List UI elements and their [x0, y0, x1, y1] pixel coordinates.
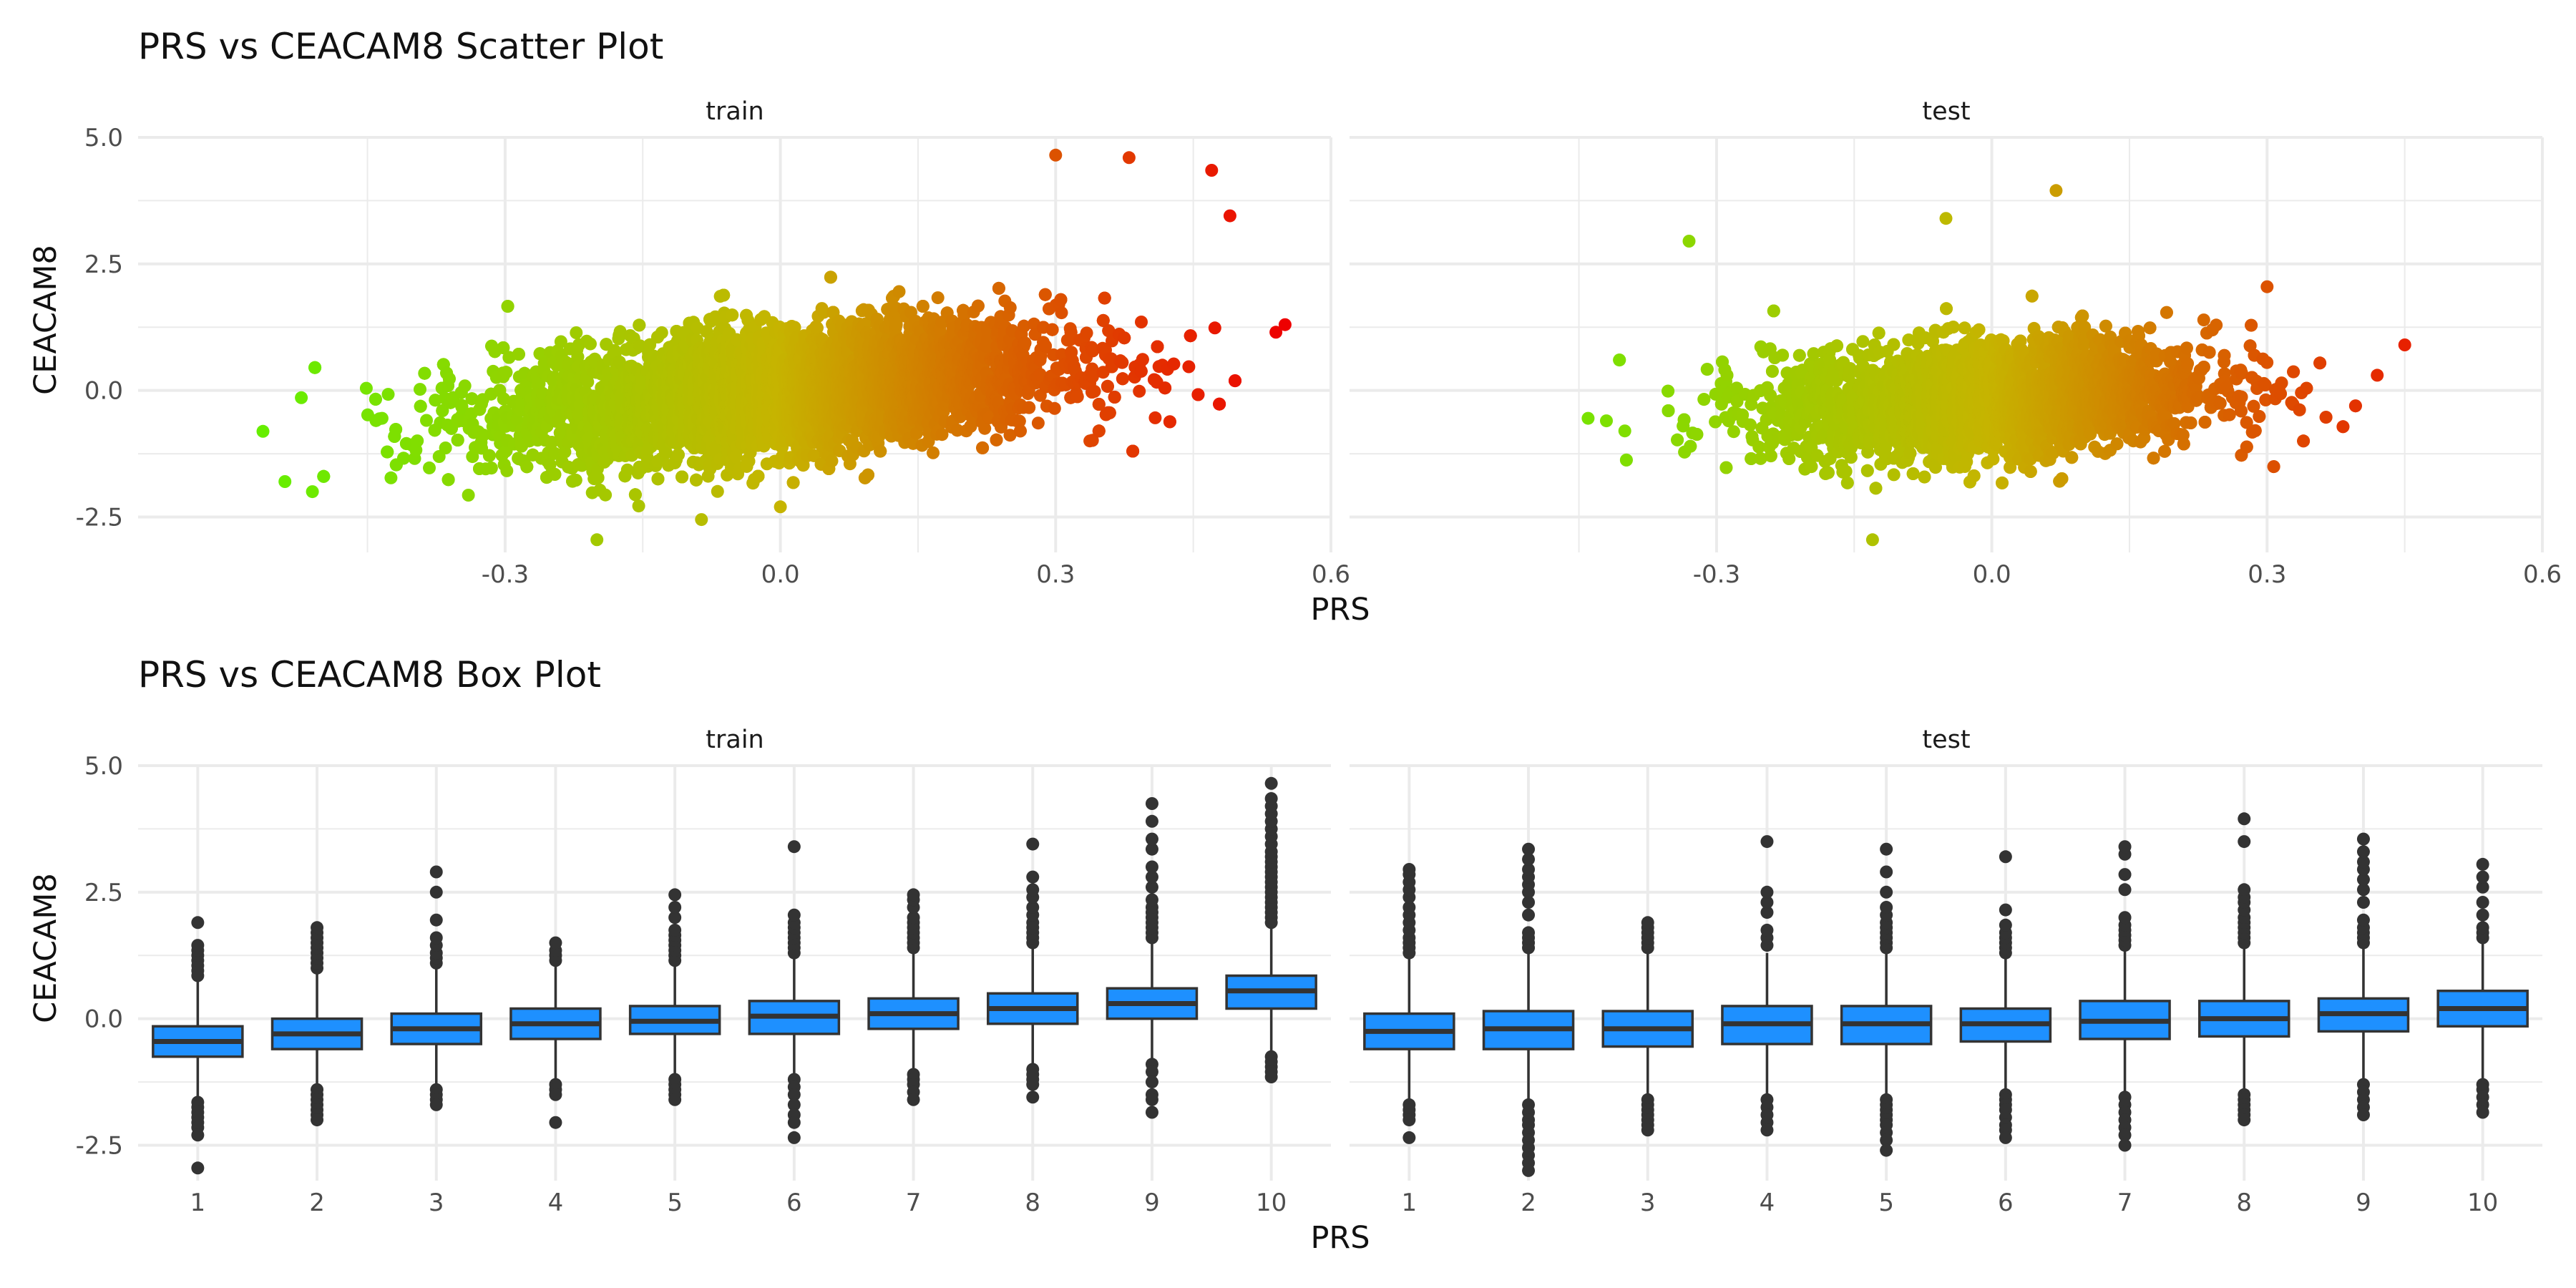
scatter-points: [256, 148, 1292, 547]
box-strip-train: train: [706, 726, 763, 754]
scatter-point: [584, 337, 597, 351]
scatter-point: [411, 434, 424, 448]
scatter-point: [632, 499, 645, 513]
scatter-point: [436, 404, 449, 417]
scatter-x-axis-title: PRS: [1310, 592, 1370, 628]
box-title: PRS vs CEACAM8 Box Plot: [138, 654, 601, 696]
scatter-strip-test: test: [1922, 97, 1970, 126]
scatter-point: [369, 392, 382, 406]
scatter-point: [533, 347, 547, 361]
x-tick-label: 0.6: [1312, 560, 1350, 589]
scatter-point: [295, 391, 308, 404]
scatter-point: [462, 489, 475, 502]
scatter-point: [381, 388, 395, 401]
scatter-point: [548, 467, 562, 481]
scatter-point: [774, 500, 787, 514]
scatter-point: [726, 308, 739, 322]
x-tick-label: 0.3: [1036, 560, 1075, 589]
scatter-point: [571, 350, 585, 364]
scatter-point: [570, 326, 583, 339]
scatter-point: [441, 473, 455, 487]
scatter-point: [306, 485, 319, 499]
scatter-point: [482, 449, 496, 462]
scatter-point: [591, 471, 605, 484]
scatter-point: [442, 372, 456, 386]
plots-layer: -0.3 0.0 0.3 0.6 -0.3 0.0 0.3 0.65.02.50.0-2.51…: [76, 124, 2562, 1217]
scatter-point: [548, 447, 562, 460]
scatter-point: [317, 469, 331, 483]
scatter-point: [628, 488, 642, 502]
scatter-point: [620, 463, 634, 477]
scatter-point: [554, 335, 567, 348]
scatter-point: [477, 429, 490, 441]
scatter-point: [613, 325, 627, 338]
scatter-point: [381, 445, 394, 459]
scatter-point: [375, 411, 389, 425]
scatter-point: [423, 461, 436, 474]
scatter-point: [751, 469, 765, 483]
box-y-axis-title: CEACAM8: [28, 873, 64, 1023]
scatter-point: [599, 488, 613, 502]
scatter-point: [308, 361, 322, 374]
scatter-point: [512, 348, 525, 361]
x-tick-label: -0.3: [482, 560, 529, 589]
box-x-axis-title: PRS: [1310, 1220, 1370, 1256]
scatter-point: [499, 366, 513, 379]
scatter-point: [590, 533, 604, 547]
scatter-point: [690, 473, 703, 487]
scatter-point: [633, 318, 646, 332]
scatter-point: [429, 394, 442, 407]
scatter-point: [581, 375, 595, 389]
scatter-point: [651, 472, 665, 486]
x-tick-label: 0.0: [761, 560, 800, 589]
scatter-point: [675, 470, 689, 484]
scatter-point: [455, 400, 469, 414]
scatter-point: [384, 471, 398, 484]
scatter-point: [655, 326, 668, 339]
scatter-title: PRS vs CEACAM8 Scatter Plot: [138, 26, 663, 67]
scatter-point: [397, 452, 410, 465]
scatter-point: [558, 445, 572, 459]
scatter-point: [501, 300, 514, 313]
scatter-point: [569, 474, 582, 487]
scatter-point: [520, 460, 534, 474]
scatter-point: [497, 341, 510, 354]
scatter-strip-train: train: [706, 97, 763, 126]
scatter-point: [389, 423, 403, 436]
scatter-point: [500, 464, 514, 477]
box-strip-test: test: [1922, 726, 1970, 754]
scatter-point: [458, 379, 472, 393]
scatter-point: [465, 392, 479, 406]
scatter-point: [439, 441, 452, 454]
scatter-point: [420, 414, 433, 427]
scatter-point: [786, 476, 800, 489]
scatter-point: [671, 448, 685, 462]
scatter-y-axis-title: CEACAM8: [28, 245, 64, 395]
scatter-point: [537, 356, 551, 370]
scatter-point: [414, 399, 427, 413]
scatter-point: [451, 434, 464, 447]
scatter-point: [418, 366, 431, 380]
scatter-point: [484, 462, 498, 475]
scatter-point: [256, 424, 270, 438]
scatter-point: [414, 383, 426, 396]
scatter-point: [278, 475, 292, 488]
scatter-point: [717, 288, 731, 302]
scatter-panel-train: -0.3 0.0 0.3 0.6: [138, 136, 1350, 589]
scatter-point: [711, 484, 724, 498]
scatter-point: [695, 513, 708, 527]
scatter-point: [359, 381, 373, 395]
